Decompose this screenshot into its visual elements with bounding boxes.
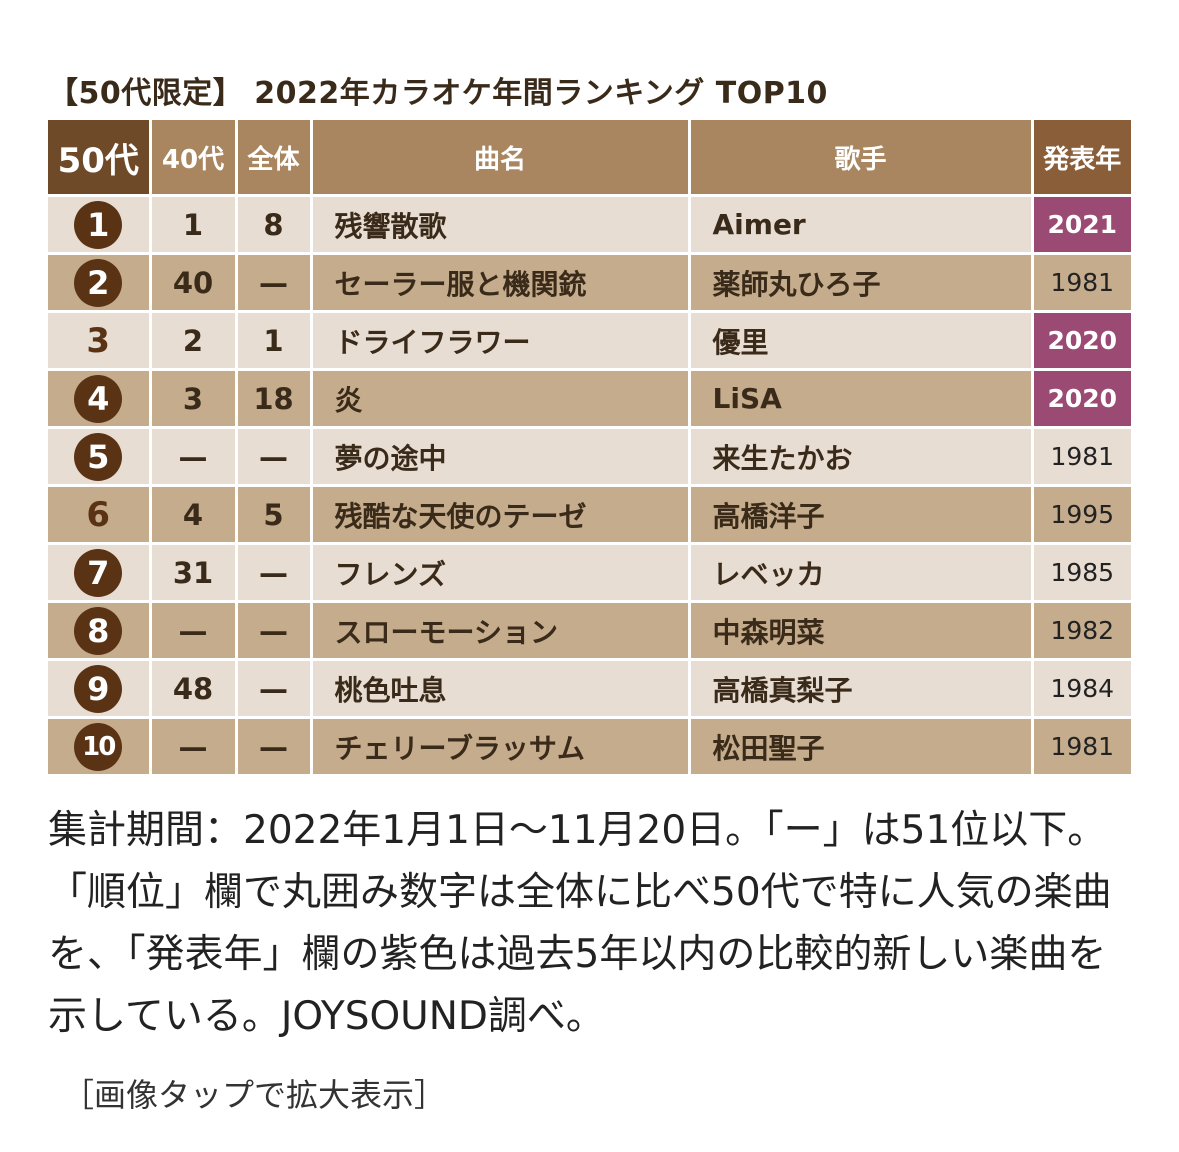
- cell-artist: 松田聖子: [687, 717, 1032, 777]
- cell-rank-50s: 10: [48, 717, 150, 777]
- header-rank-40s: 40代: [148, 120, 236, 197]
- cell-artist: 中森明菜: [687, 601, 1032, 661]
- cell-rank-50s: 5: [48, 427, 150, 487]
- table-row: 2 40— セーラー服と機関銃 薬師丸ひろ子 1981: [48, 253, 1131, 313]
- cell-release-year: 1995: [1030, 485, 1131, 545]
- ranking-table: 50代 40代 全体 曲名 歌手 発表年 1 1 8 残響散歌 Aimer 2021 2 40…: [48, 120, 1131, 777]
- table-row: 1 1 8 残響散歌 Aimer 2021: [48, 195, 1131, 255]
- cell-rank-overall: 8: [234, 195, 311, 255]
- rank-circle-badge: 9: [74, 664, 123, 713]
- table-row: 3 2 1 ドライフラワー 優里 2020: [48, 311, 1131, 371]
- cell-rank-40s: 3: [148, 369, 236, 429]
- cell-song-title: 桃色吐息: [309, 659, 689, 719]
- cell-release-year: 2020: [1030, 369, 1131, 429]
- tap-to-enlarge-hint[interactable]: ［画像タップで拡大表示］: [62, 1076, 447, 1114]
- rank-circle-badge: 4: [74, 374, 123, 423]
- table-row: 5— — 夢の途中 来生たかお 1981: [48, 427, 1131, 487]
- ranking-figure[interactable]: 【50代限定】 2022年カラオケ年間ランキング TOP10 50代 40代 全…: [48, 72, 1131, 777]
- cell-artist: レベッカ: [687, 543, 1032, 603]
- cell-release-year: 1981: [1030, 427, 1131, 487]
- cell-rank-overall: —: [234, 253, 311, 313]
- header-song: 曲名: [309, 120, 689, 197]
- header-rank-50s: 50代: [48, 120, 150, 197]
- table-row: 8— — スローモーション 中森明菜 1982: [48, 601, 1131, 661]
- table-row: 10— — チェリーブラッサム 松田聖子 1981: [48, 717, 1131, 777]
- cell-rank-40s: 4: [148, 485, 236, 545]
- cell-song-title: 炎: [309, 369, 689, 429]
- cell-rank-40s: 1: [148, 195, 236, 255]
- cell-rank-50s: 3: [48, 311, 150, 371]
- rank-circle-badge: 8: [74, 606, 123, 655]
- cell-release-year: 2020: [1030, 311, 1131, 371]
- cell-rank-overall: —: [234, 543, 311, 603]
- cell-artist: 優里: [687, 311, 1032, 371]
- cell-rank-overall: 5: [234, 485, 311, 545]
- cell-rank-50s: 7: [48, 543, 150, 603]
- cell-rank-40s: —: [148, 601, 236, 661]
- cell-release-year: 1982: [1030, 601, 1131, 661]
- cell-release-year: 1981: [1030, 717, 1131, 777]
- cell-artist: LiSA: [687, 369, 1032, 429]
- cell-song-title: フレンズ: [309, 543, 689, 603]
- table-row: 4 3 18 炎 LiSA 2020: [48, 369, 1131, 429]
- cell-song-title: ドライフラワー: [309, 311, 689, 371]
- rank-number: 3: [86, 320, 111, 361]
- cell-rank-overall: —: [234, 717, 311, 777]
- cell-song-title: チェリーブラッサム: [309, 717, 689, 777]
- cell-release-year: 1985: [1030, 543, 1131, 603]
- cell-release-year: 1984: [1030, 659, 1131, 719]
- cell-rank-40s: —: [148, 717, 236, 777]
- header-rank-overall: 全体: [234, 120, 311, 197]
- cell-rank-40s: 48: [148, 659, 236, 719]
- cell-release-year: 1981: [1030, 253, 1131, 313]
- cell-song-title: セーラー服と機関銃: [309, 253, 689, 313]
- cell-rank-40s: 31: [148, 543, 236, 603]
- cell-rank-overall: —: [234, 601, 311, 661]
- cell-rank-50s: 9: [48, 659, 150, 719]
- cell-rank-50s: 2: [48, 253, 150, 313]
- cell-song-title: スローモーション: [309, 601, 689, 661]
- ranking-title: 【50代限定】 2022年カラオケ年間ランキング TOP10: [48, 76, 828, 111]
- rank-circle-badge: 7: [74, 548, 123, 597]
- table-header-row: 50代 40代 全体 曲名 歌手 発表年: [48, 120, 1131, 197]
- cell-song-title: 夢の途中: [309, 427, 689, 487]
- rank-circle-badge: 1: [74, 200, 123, 249]
- rank-circle-badge: 2: [74, 258, 123, 307]
- cell-rank-overall: —: [234, 427, 311, 487]
- rank-number: 6: [86, 494, 111, 535]
- cell-artist: 来生たかお: [687, 427, 1032, 487]
- cell-song-title: 残響散歌: [309, 195, 689, 255]
- cell-rank-40s: 2: [148, 311, 236, 371]
- cell-artist: 高橋洋子: [687, 485, 1032, 545]
- cell-rank-50s: 1: [48, 195, 150, 255]
- header-year: 発表年: [1030, 120, 1131, 197]
- cell-rank-50s: 6: [48, 485, 150, 545]
- header-artist: 歌手: [687, 120, 1032, 197]
- table-row: 9 48— 桃色吐息 高橋真梨子 1984: [48, 659, 1131, 719]
- cell-rank-overall: 1: [234, 311, 311, 371]
- cell-artist: 薬師丸ひろ子: [687, 253, 1032, 313]
- rank-circle-badge: 10: [74, 722, 123, 771]
- table-body: 1 1 8 残響散歌 Aimer 2021 2 40— セーラー服と機関銃 薬師丸ひろ子 1981 3…: [48, 195, 1131, 777]
- cell-artist: Aimer: [687, 195, 1032, 255]
- cell-rank-40s: 40: [148, 253, 236, 313]
- cell-rank-overall: 18: [234, 369, 311, 429]
- cell-rank-50s: 4: [48, 369, 150, 429]
- cell-artist: 高橋真梨子: [687, 659, 1032, 719]
- cell-release-year: 2021: [1030, 195, 1131, 255]
- rank-circle-badge: 5: [74, 432, 123, 481]
- footnote: 集計期間：2022年1月1日〜11月20日。「ー」は51位以下。「順位」欄で丸囲…: [48, 808, 1112, 1039]
- table-row: 7 31— フレンズ レベッカ 1985: [48, 543, 1131, 603]
- cell-rank-50s: 8: [48, 601, 150, 661]
- cell-rank-overall: —: [234, 659, 311, 719]
- table-row: 6 4 5 残酷な天使のテーゼ 高橋洋子 1995: [48, 485, 1131, 545]
- cell-song-title: 残酷な天使のテーゼ: [309, 485, 689, 545]
- cell-rank-40s: —: [148, 427, 236, 487]
